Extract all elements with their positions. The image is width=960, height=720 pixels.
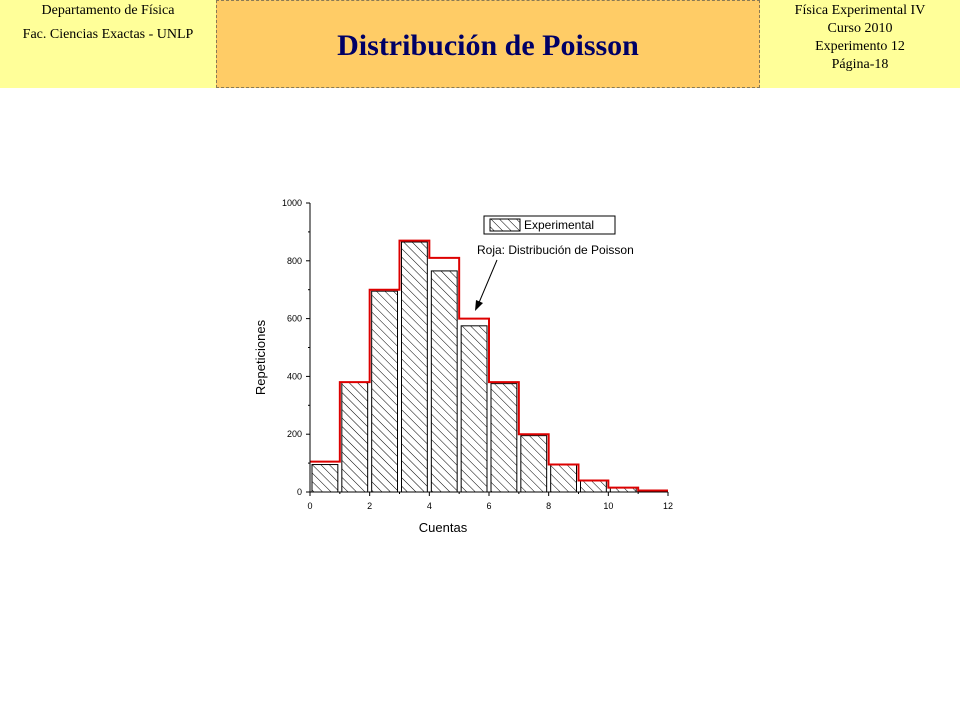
header-left-panel: Departamento de Física Fac. Ciencias Exa… — [0, 0, 216, 88]
poisson-step-line — [310, 239, 668, 492]
poisson-series-line — [310, 239, 668, 492]
x-tick-label: 6 — [486, 501, 491, 511]
x-tick-label: 2 — [367, 501, 372, 511]
course-label: Física Experimental IV — [794, 3, 926, 18]
legend-entry-experimental: Experimental — [524, 218, 594, 232]
y-tick-label: 200 — [287, 429, 302, 439]
y-tick-label: 0 — [297, 487, 302, 497]
histogram-bar — [460, 325, 488, 493]
histogram-bar — [371, 290, 398, 493]
histogram-bar — [401, 241, 428, 493]
header-title-panel: Distribución de Poisson — [216, 0, 760, 88]
histogram-bar — [580, 479, 607, 493]
page-number-label: Página-18 — [831, 57, 889, 72]
histogram-bar — [550, 464, 578, 493]
y-axis-label: Repeticiones — [253, 319, 268, 395]
x-axis-label: Cuentas — [419, 520, 468, 535]
faculty-label: Fac. Ciencias Exactas - UNLP — [22, 27, 194, 42]
experimental-bars — [311, 241, 667, 493]
legend-swatch — [489, 218, 521, 232]
chart-axes: 0 200 400 600 800 1000 0 2 4 6 8 10 12 — [282, 198, 673, 511]
page-title: Distribución de Poisson — [337, 29, 639, 62]
histogram-bar — [520, 435, 548, 493]
histogram-bar — [490, 383, 518, 493]
histogram-bar — [311, 464, 339, 493]
legend: Experimental — [483, 215, 616, 235]
y-tick-label: 600 — [287, 314, 302, 324]
experiment-label: Experimento 12 — [815, 39, 905, 54]
y-tick-label: 1000 — [282, 198, 302, 208]
department-label: Departamento de Física — [41, 3, 175, 18]
poisson-annotation: Roja: Distribución de Poisson — [477, 243, 634, 257]
x-tick-label: 0 — [307, 501, 312, 511]
x-tick-label: 10 — [603, 501, 613, 511]
header-right-panel: Física Experimental IV Curso 2010 Experi… — [760, 0, 960, 88]
x-tick-label: 12 — [663, 501, 673, 511]
histogram-bar — [430, 270, 458, 493]
y-tick-label: 400 — [287, 371, 302, 381]
x-tick-label: 8 — [546, 501, 551, 511]
annotation-arrow — [475, 259, 498, 311]
y-tick-label: 800 — [287, 256, 302, 266]
year-label: Curso 2010 — [827, 21, 893, 36]
histogram-bar — [341, 381, 369, 493]
x-tick-label: 4 — [427, 501, 432, 511]
